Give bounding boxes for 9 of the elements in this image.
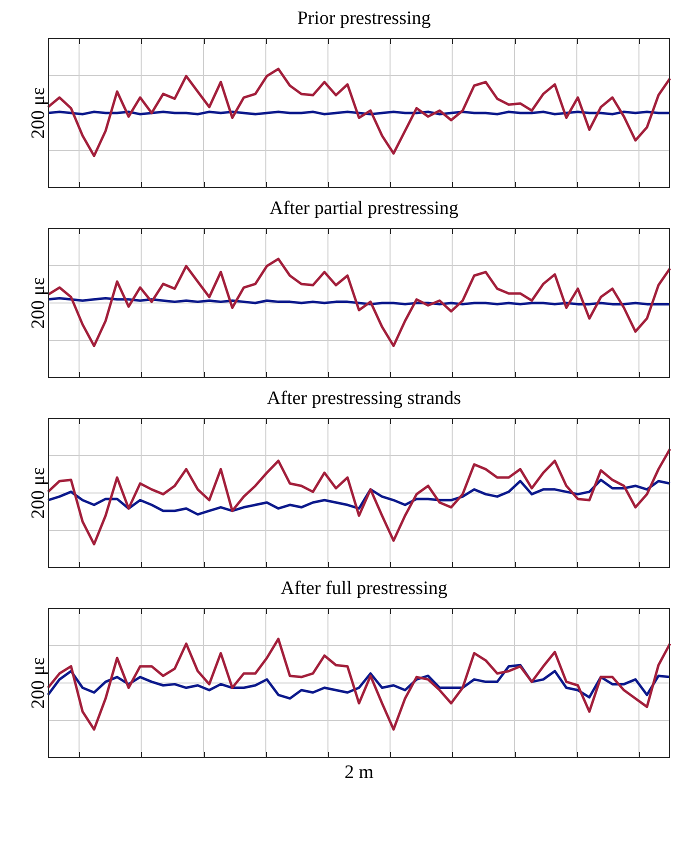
chart-title: After full prestressing	[280, 578, 448, 601]
y-axis-title: 200 με	[28, 657, 50, 709]
chart-title: Prior prestressing	[296, 8, 432, 31]
y-axis-title: 200 με	[28, 277, 50, 329]
y-axis-title: 200 με	[28, 467, 50, 519]
chart-title: After partial prestressing	[268, 198, 460, 221]
chart-title: After prestressing strands	[266, 388, 462, 411]
x-axis-title: 2 m	[343, 762, 375, 784]
y-axis-title: 200 με	[28, 87, 50, 139]
